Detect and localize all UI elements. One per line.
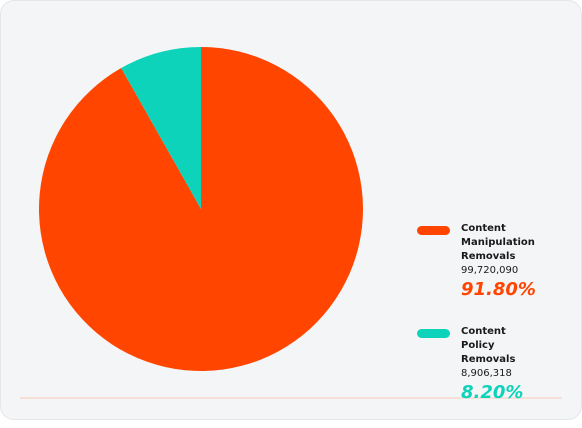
- legend-item: Content Manipulation Removals 99,720,090 9…: [417, 222, 567, 303]
- pie-slice: [38, 47, 364, 371]
- legend-percent: 8.20%: [461, 382, 524, 403]
- pie-slice: [121, 47, 201, 209]
- legend-swatch: [417, 226, 450, 235]
- legend-label: Content Policy Removals: [461, 326, 516, 365]
- legend-label: Content Manipulation Removals: [461, 223, 535, 262]
- legend-percent: 91.80%: [461, 279, 536, 300]
- legend-item: Content Policy Removals 8,906,318 8.20%: [417, 325, 567, 406]
- legend-count: 99,720,090: [461, 265, 519, 276]
- legend: Content Manipulation Removals 99,720,090 9…: [417, 222, 567, 428]
- legend-count: 8,906,318: [461, 368, 512, 379]
- legend-swatch: [417, 329, 450, 338]
